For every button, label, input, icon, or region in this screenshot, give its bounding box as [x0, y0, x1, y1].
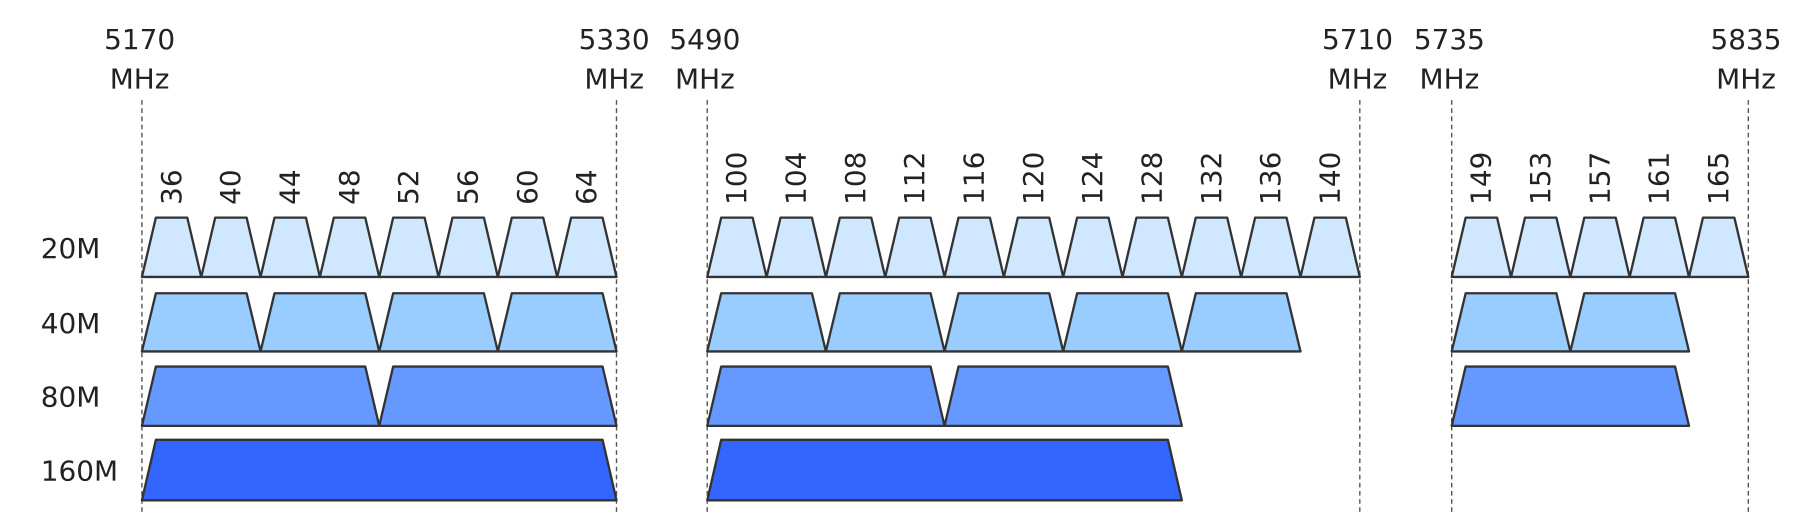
- channel-number: 165: [1702, 152, 1735, 205]
- frequency-label: 5170 MHz: [104, 23, 175, 96]
- frequency-value: 5735: [1414, 23, 1485, 56]
- frequency-unit: MHz: [1716, 63, 1776, 96]
- frequency-unit: MHz: [675, 63, 735, 96]
- channel-number: 116: [958, 152, 991, 205]
- channel-block: [706, 438, 1184, 502]
- channel-block: [824, 216, 887, 279]
- row-label: 80M: [41, 381, 101, 414]
- frequency-value: 5835: [1710, 23, 1781, 56]
- channel-number: 153: [1524, 152, 1557, 205]
- channel-block: [1569, 292, 1691, 353]
- channel-number: 56: [452, 169, 485, 205]
- channel-block: [943, 216, 1006, 279]
- row-label: 160M: [41, 455, 118, 488]
- channel-block: [140, 216, 203, 279]
- channel-block: [706, 292, 828, 353]
- channel-block: [318, 216, 381, 279]
- channel-block: [1121, 216, 1184, 279]
- frequency-label: 5710 MHz: [1322, 23, 1393, 96]
- channel-block: [259, 216, 322, 279]
- channel-number: 124: [1076, 152, 1109, 205]
- channel-block: [824, 292, 946, 353]
- frequency-unit: MHz: [1328, 63, 1388, 96]
- channel-block: [1062, 292, 1184, 353]
- channel-block: [1299, 216, 1361, 279]
- channel-block: [943, 365, 1184, 428]
- channel-block: [378, 292, 500, 353]
- channel-block: [140, 292, 262, 353]
- channel-block: [496, 216, 559, 279]
- channel-number: 52: [392, 169, 425, 205]
- channel-block: [259, 292, 381, 353]
- channel-block: [437, 216, 500, 279]
- channel-number: 128: [1135, 152, 1168, 205]
- channel-block: [1509, 216, 1572, 279]
- channel-block: [1180, 292, 1302, 353]
- frequency-value: 5170: [104, 23, 175, 56]
- frequency-label: 5490 MHz: [669, 23, 740, 96]
- channel-block: [1180, 216, 1243, 279]
- channel-number: 64: [570, 169, 603, 205]
- channel-block: [140, 365, 381, 428]
- row-label: 20M: [41, 232, 101, 265]
- channel-block: [140, 438, 618, 502]
- channel-block: [1569, 216, 1631, 279]
- channel-block: [765, 216, 828, 279]
- frequency-label: 5330 MHz: [579, 23, 650, 96]
- channel-block: [378, 365, 618, 428]
- channel-number: 40: [214, 169, 247, 205]
- channel-block: [496, 292, 618, 353]
- frequency-value: 5490: [669, 23, 740, 56]
- channel-number: 48: [333, 169, 366, 205]
- channel-block: [1450, 216, 1513, 279]
- channel-block: [556, 216, 618, 279]
- channel-block: [706, 365, 946, 428]
- channel-block: [943, 292, 1065, 353]
- channel-number: 60: [511, 169, 544, 205]
- channel-block: [1002, 216, 1065, 279]
- channel-number: 161: [1643, 152, 1676, 205]
- channel-number: 157: [1583, 152, 1616, 205]
- frequency-unit: MHz: [584, 63, 644, 96]
- channel-block: [1687, 216, 1750, 279]
- channel-block: [1239, 216, 1302, 279]
- channel-block: [706, 216, 768, 279]
- frequency-unit: MHz: [110, 63, 170, 96]
- channel-number: 104: [780, 152, 813, 205]
- frequency-label: 5735 MHz: [1414, 23, 1485, 96]
- channel-number: 136: [1254, 152, 1287, 205]
- row-label: 40M: [41, 307, 101, 340]
- channel-block: [1450, 365, 1691, 428]
- channel-block: [1450, 292, 1572, 353]
- frequency-unit: MHz: [1420, 63, 1480, 96]
- frequency-value: 5330: [579, 23, 650, 56]
- channel-number: 108: [839, 152, 872, 205]
- channel-block: [378, 216, 440, 279]
- channel-number: 112: [898, 152, 931, 205]
- channel-number: 149: [1465, 152, 1498, 205]
- channel-block: [1062, 216, 1124, 279]
- channel-number: 44: [274, 169, 307, 205]
- channel-block: [1628, 216, 1691, 279]
- channel-block: [884, 216, 946, 279]
- channel-number: 120: [1017, 152, 1050, 205]
- channel-number: 100: [720, 152, 753, 205]
- channel-number: 140: [1313, 152, 1346, 205]
- channel-block: [200, 216, 262, 279]
- frequency-value: 5710: [1322, 23, 1393, 56]
- channel-number: 132: [1195, 152, 1228, 205]
- frequency-label: 5835 MHz: [1710, 23, 1781, 96]
- channel-number: 36: [155, 169, 188, 205]
